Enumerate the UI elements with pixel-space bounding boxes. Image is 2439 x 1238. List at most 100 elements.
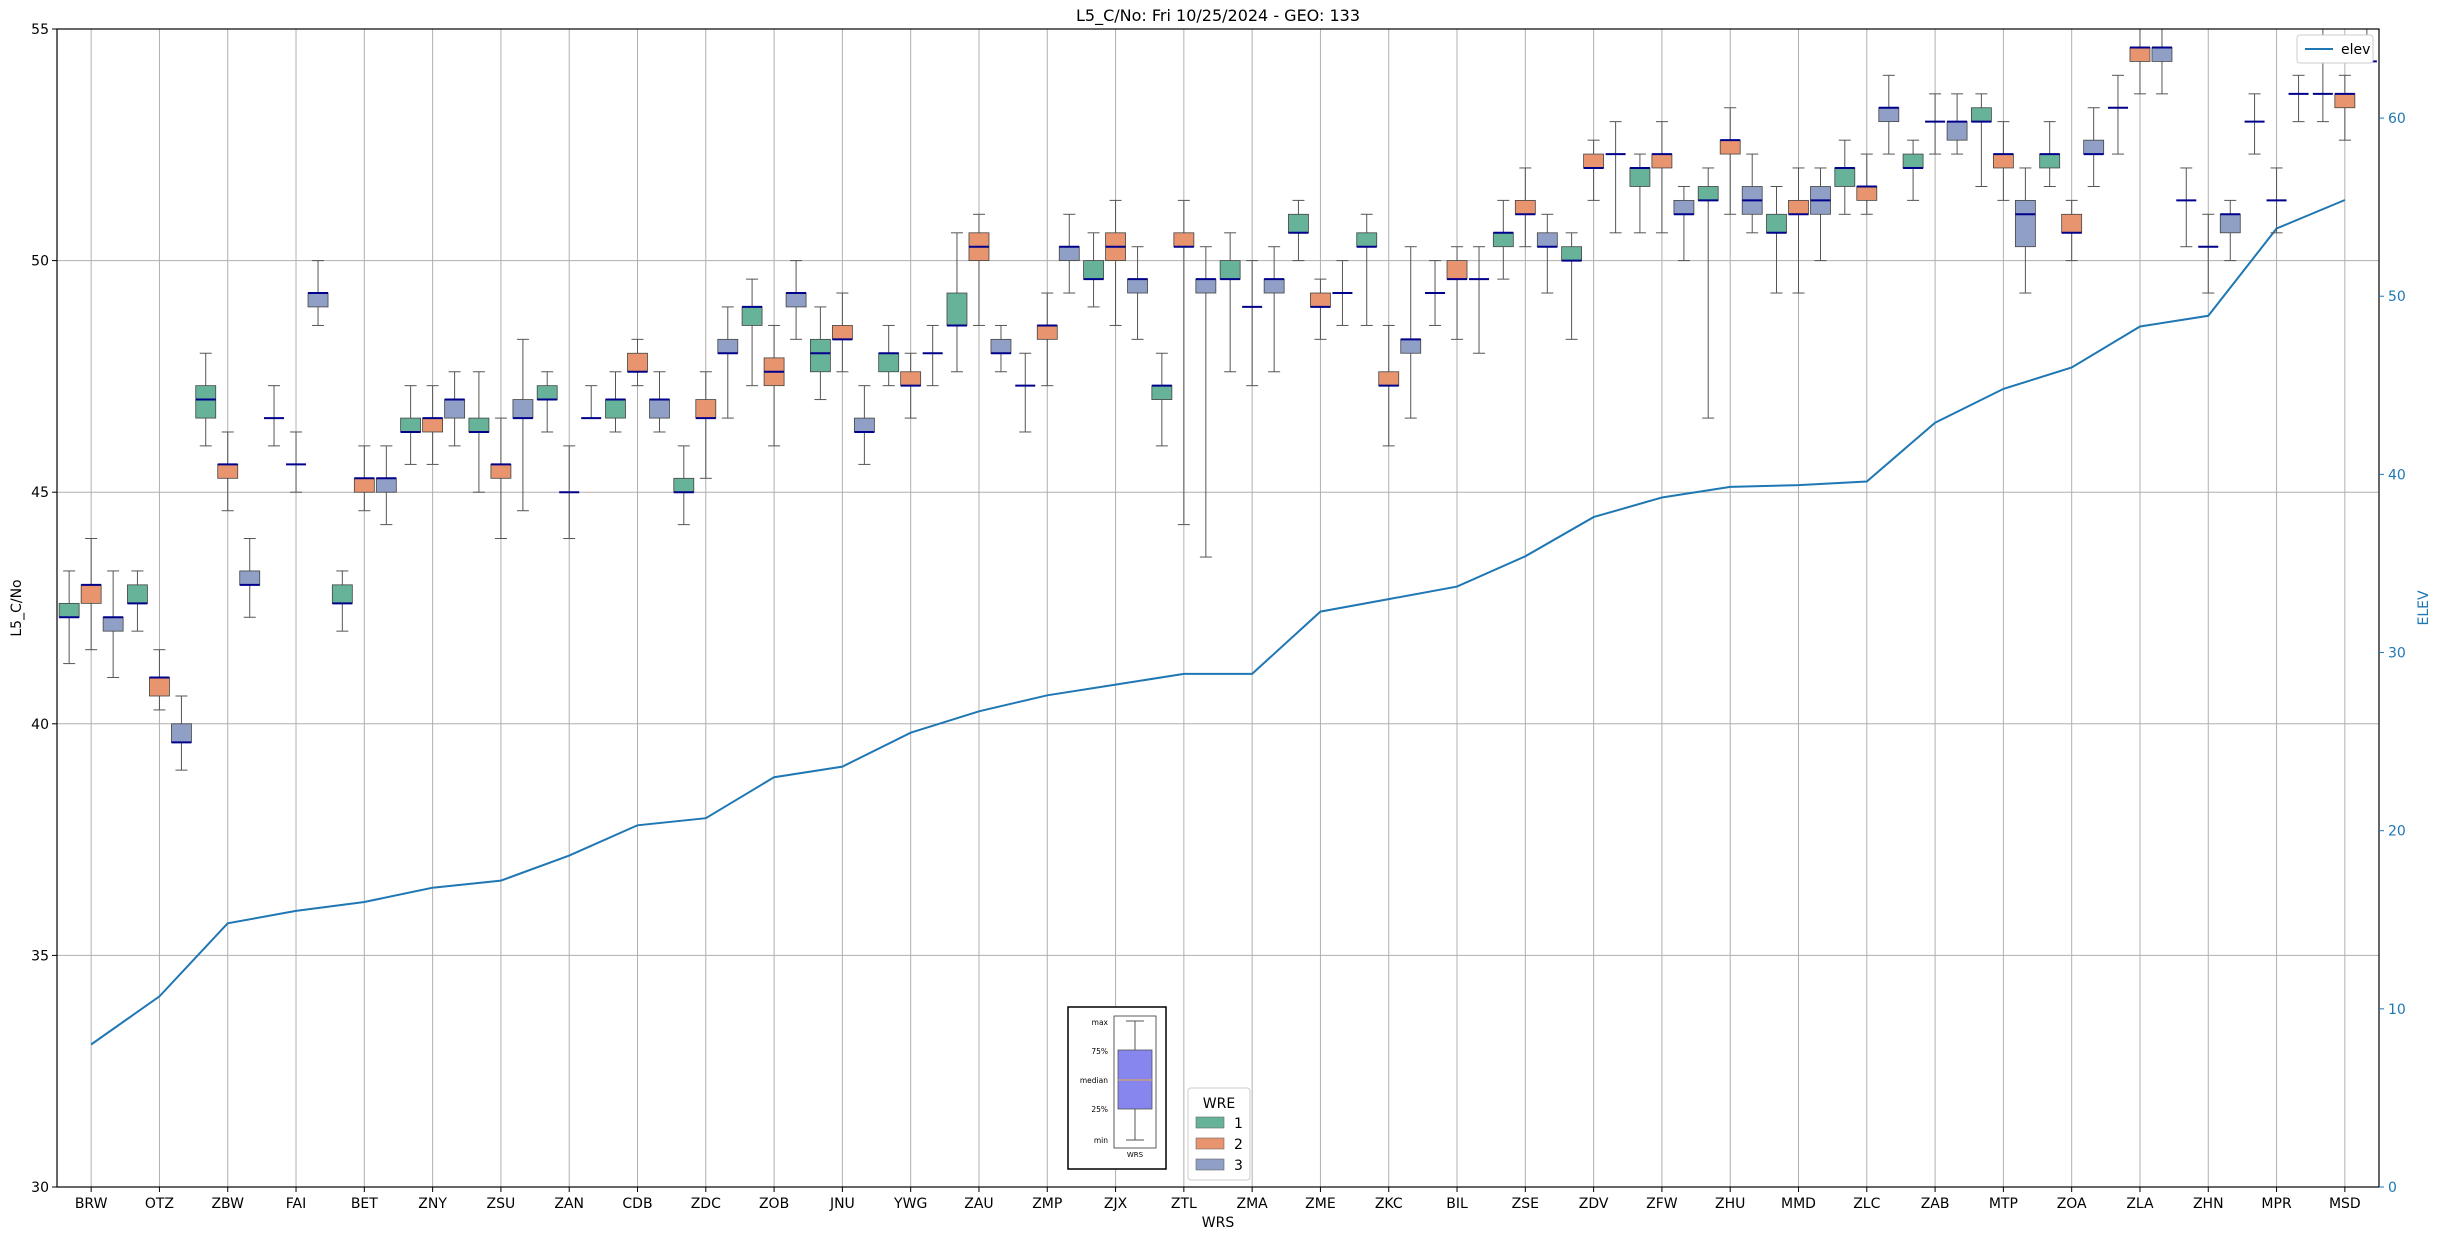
y-axis-label: L5_C/No [9,579,25,636]
box-wre1-zsu [468,371,490,493]
box-wre3-zau [990,324,1012,373]
x-tick-label: ZBW [211,1196,244,1212]
x-tick-label: ZLC [1853,1196,1880,1212]
box-wre1-zhn [2176,167,2197,248]
box-iqr [900,371,922,387]
box-wre2-zny [422,385,444,465]
box-iqr [1263,278,1285,294]
box-iqr [649,399,670,419]
box-wre1-zse [1492,199,1514,280]
box-iqr [2334,93,2356,109]
box-iqr [673,477,695,493]
box-wre3-cdb [649,371,670,433]
y-tick-label: 45 [31,485,49,501]
box-wre2-mmd [1788,167,1809,294]
x-tick-label: MPR [2261,1196,2292,1212]
x-tick-label: ZAU [964,1196,993,1212]
box-wre3-zdc [717,306,739,419]
box-iqr [2219,213,2241,234]
box-iqr [853,417,875,433]
box-iqr [1561,246,1583,261]
box-wre1-zkc [1356,213,1378,326]
x-tick-label: ZNY [418,1196,447,1212]
box-iqr [1673,199,1695,215]
box-wre2-zjx [1105,199,1126,326]
box-wre1-zhu [1697,167,1719,419]
x-tick-label: ZTL [1171,1196,1197,1212]
box-iqr [1195,278,1217,294]
box-wre2-cdb [627,338,648,387]
box-key-max-label: max [1092,1018,1109,1027]
x-tick-label: BRW [75,1196,108,1212]
box-iqr [1083,260,1104,280]
box-wre2-zoa [2061,199,2083,262]
box-wre1-brw [58,570,80,665]
box-wre3-ywg [922,324,943,387]
box-iqr [990,338,1012,354]
box-wre3-zse [1536,213,1558,294]
box-key-inset: max 75% median 25% min WRS [1067,1006,1167,1170]
box-iqr [831,325,853,340]
box-wre1-zob [741,278,763,387]
box-iqr [1697,186,1719,201]
box-wre1-mmd [1766,185,1787,294]
box-iqr [695,399,717,419]
box-wre2-ywg [900,352,922,419]
x-tick-label: JNU [829,1196,855,1212]
box-wre3-otz [171,695,192,771]
x-tick-label: ZAN [554,1196,584,1212]
box-iqr [878,352,900,373]
box-wre1-zab [1902,139,1924,201]
box-wre3-zan [581,385,602,420]
box-iqr [2039,153,2061,169]
box-wre1-mpr [2244,93,2265,155]
box-iqr [1629,167,1651,187]
box-wre2-zbw [217,431,239,512]
x-tick-label: ZDC [691,1196,721,1212]
box-iqr [1946,121,1968,141]
box-iqr [946,292,968,326]
box-wre2-zme [1310,278,1331,340]
x-tick-label: ZKC [1375,1196,1403,1212]
plot-frame [56,28,2380,1188]
box-wre2-zkc [1378,324,1400,447]
box-wre2-zab [1925,93,1946,155]
wre-legend-swatch-3 [1195,1158,1225,1171]
box-wre2-bil [1446,246,1468,340]
y2-tick-label: 10 [2388,1002,2406,1018]
box-wre3-bil [1469,246,1490,354]
box-iqr [1719,139,1741,155]
box-iqr [80,584,102,604]
box-iqr [1151,385,1173,400]
box-wre1-zlc [1834,139,1856,215]
elev-legend: elev [2296,34,2374,64]
box-wre2-mtp [1992,121,2014,201]
box-wre3-mtp [2014,167,2036,294]
box-wre1-ztl [1151,352,1173,447]
x-tick-label: YWG [893,1196,927,1212]
box-iqr [1856,186,1878,201]
box-wre2-bet [353,445,375,512]
box-iqr [1902,153,1924,169]
box-wre3-zny [444,371,466,447]
wre-legend-frame [1187,1087,1251,1181]
box-iqr [1288,213,1309,234]
box-iqr [171,723,192,743]
box-wre3-zoa [2083,107,2105,187]
box-iqr [127,584,148,604]
box-wre2-zma [1242,260,1263,387]
box-wre3-zhu [1741,153,1763,234]
wre-legend-swatch-2 [1195,1137,1225,1150]
box-iqr [102,616,124,632]
y-tick-label: 30 [31,1180,49,1196]
y-tick-label: 55 [31,22,49,38]
y2-tick-label: 50 [2388,289,2406,305]
x-tick-label: ZFW [1646,1196,1678,1212]
box-wre3-brw [102,570,124,678]
box-wre2-zdv [1583,139,1605,201]
box-wre3-zfw [1673,185,1695,262]
elev-line [90,199,2346,1046]
box-wre1-ywg [878,324,900,387]
box-iqr [1514,199,1536,215]
box-iqr [307,292,329,308]
